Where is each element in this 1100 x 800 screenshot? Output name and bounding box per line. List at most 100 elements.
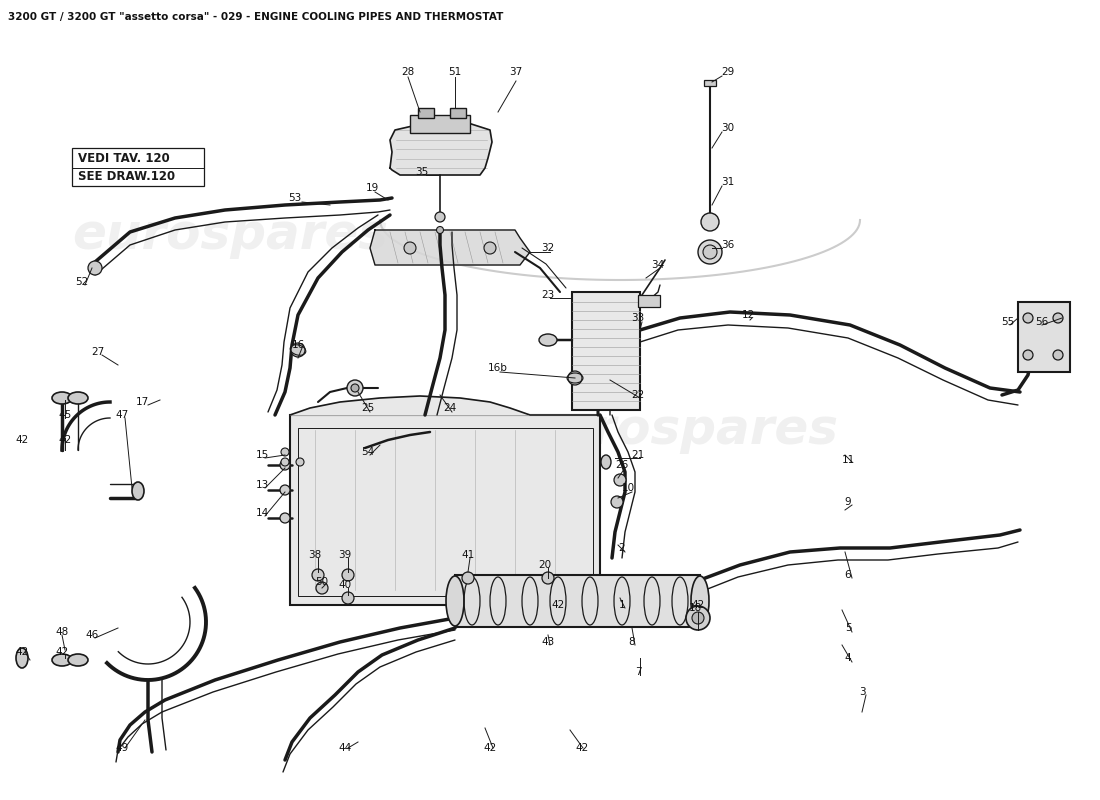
Circle shape bbox=[686, 606, 710, 630]
Circle shape bbox=[404, 242, 416, 254]
Text: 55: 55 bbox=[1001, 317, 1014, 327]
Text: 42: 42 bbox=[575, 743, 589, 753]
Text: 42: 42 bbox=[692, 600, 705, 610]
Text: 42: 42 bbox=[58, 435, 72, 445]
Text: 16b: 16b bbox=[488, 363, 508, 373]
Circle shape bbox=[434, 212, 446, 222]
Ellipse shape bbox=[446, 576, 464, 626]
Text: 45: 45 bbox=[58, 410, 72, 420]
Text: 37: 37 bbox=[509, 67, 522, 77]
Circle shape bbox=[568, 371, 582, 385]
Text: 51: 51 bbox=[449, 67, 462, 77]
Text: 1: 1 bbox=[618, 600, 625, 610]
Text: 43: 43 bbox=[541, 637, 554, 647]
Text: 27: 27 bbox=[91, 347, 104, 357]
Circle shape bbox=[280, 513, 290, 523]
Text: 41: 41 bbox=[461, 550, 474, 560]
Text: 22: 22 bbox=[631, 390, 645, 400]
Circle shape bbox=[610, 496, 623, 508]
Text: 52: 52 bbox=[76, 277, 89, 287]
Text: 30: 30 bbox=[722, 123, 735, 133]
Circle shape bbox=[342, 569, 354, 581]
Circle shape bbox=[484, 242, 496, 254]
Text: 17: 17 bbox=[135, 397, 149, 407]
Bar bbox=[455, 575, 700, 627]
Text: 18: 18 bbox=[689, 603, 702, 613]
Circle shape bbox=[292, 343, 305, 357]
Text: 20: 20 bbox=[538, 560, 551, 570]
Text: 9: 9 bbox=[845, 497, 851, 507]
Bar bbox=[298, 428, 593, 596]
Polygon shape bbox=[390, 122, 492, 175]
Bar bbox=[572, 292, 640, 410]
Text: 16: 16 bbox=[292, 340, 305, 350]
Text: 33: 33 bbox=[631, 313, 645, 323]
Circle shape bbox=[351, 384, 359, 392]
Text: 42: 42 bbox=[15, 435, 29, 445]
Ellipse shape bbox=[68, 654, 88, 666]
Circle shape bbox=[1053, 350, 1063, 360]
Text: 42: 42 bbox=[551, 600, 564, 610]
Circle shape bbox=[701, 213, 719, 231]
Circle shape bbox=[703, 245, 717, 259]
Circle shape bbox=[280, 460, 290, 470]
Bar bbox=[704, 80, 716, 86]
Circle shape bbox=[1023, 350, 1033, 360]
Circle shape bbox=[280, 448, 289, 456]
Text: 29: 29 bbox=[722, 67, 735, 77]
Text: 24: 24 bbox=[443, 403, 456, 413]
Ellipse shape bbox=[52, 654, 72, 666]
Text: 38: 38 bbox=[308, 550, 321, 560]
Text: eurospares: eurospares bbox=[72, 211, 388, 259]
Circle shape bbox=[1053, 313, 1063, 323]
Text: VEDI TAV. 120: VEDI TAV. 120 bbox=[78, 152, 169, 165]
Text: 39: 39 bbox=[339, 550, 352, 560]
Text: 32: 32 bbox=[541, 243, 554, 253]
Text: 3200 GT / 3200 GT "assetto corsa" - 029 - ENGINE COOLING PIPES AND THERMOSTAT: 3200 GT / 3200 GT "assetto corsa" - 029 … bbox=[8, 12, 504, 22]
Ellipse shape bbox=[539, 334, 557, 346]
Text: 8: 8 bbox=[629, 637, 636, 647]
Text: 34: 34 bbox=[651, 260, 664, 270]
Text: 35: 35 bbox=[416, 167, 429, 177]
Text: 47: 47 bbox=[116, 410, 129, 420]
Text: 4: 4 bbox=[845, 653, 851, 663]
Text: 10: 10 bbox=[621, 483, 635, 493]
Circle shape bbox=[342, 592, 354, 604]
Text: 19: 19 bbox=[365, 183, 378, 193]
Ellipse shape bbox=[52, 392, 72, 404]
Text: 15: 15 bbox=[255, 450, 268, 460]
Ellipse shape bbox=[601, 455, 610, 469]
Bar bbox=[638, 295, 660, 307]
Text: 6: 6 bbox=[845, 570, 851, 580]
Bar bbox=[410, 115, 470, 133]
Text: 5: 5 bbox=[845, 623, 851, 633]
Text: 26: 26 bbox=[615, 460, 628, 470]
Text: 48: 48 bbox=[55, 627, 68, 637]
Circle shape bbox=[346, 380, 363, 396]
Text: 42: 42 bbox=[55, 647, 68, 657]
Ellipse shape bbox=[68, 392, 88, 404]
Polygon shape bbox=[370, 230, 530, 265]
Bar bbox=[450, 108, 466, 118]
Circle shape bbox=[542, 572, 554, 584]
Text: 44: 44 bbox=[339, 743, 352, 753]
Text: 46: 46 bbox=[86, 630, 99, 640]
Text: 14: 14 bbox=[255, 508, 268, 518]
Circle shape bbox=[1023, 313, 1033, 323]
Circle shape bbox=[280, 485, 290, 495]
Text: 31: 31 bbox=[722, 177, 735, 187]
Text: 42: 42 bbox=[483, 743, 496, 753]
Text: 42: 42 bbox=[15, 647, 29, 657]
Text: 2: 2 bbox=[618, 543, 625, 553]
Text: 40: 40 bbox=[339, 580, 352, 590]
Circle shape bbox=[692, 612, 704, 624]
Circle shape bbox=[614, 474, 626, 486]
Text: 13: 13 bbox=[255, 480, 268, 490]
Text: eurospares: eurospares bbox=[522, 406, 838, 454]
Circle shape bbox=[312, 569, 324, 581]
Circle shape bbox=[462, 572, 474, 584]
Circle shape bbox=[280, 458, 289, 466]
Text: 54: 54 bbox=[362, 447, 375, 457]
Text: 49: 49 bbox=[116, 743, 129, 753]
Bar bbox=[72, 148, 204, 186]
